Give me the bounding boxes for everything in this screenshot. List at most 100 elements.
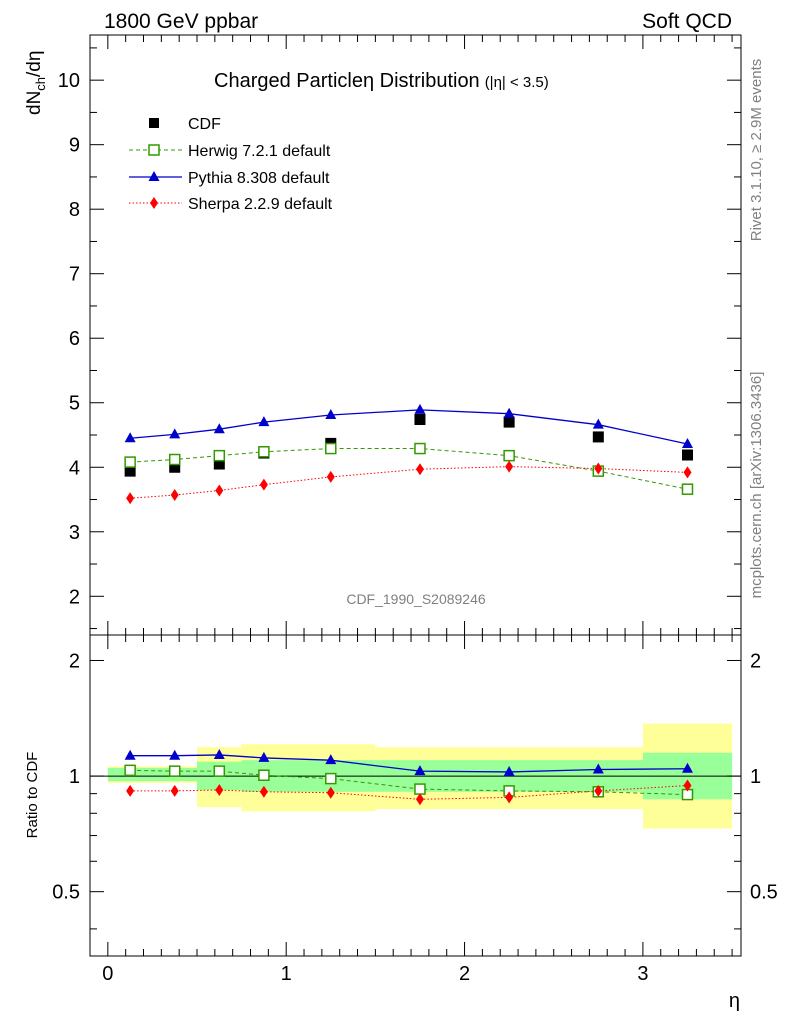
main-point-sherpa [170, 489, 179, 501]
legend-marker-herwig [148, 144, 160, 156]
main-point-herwig [414, 442, 426, 455]
ratio-point-herwig [124, 764, 136, 777]
main-point-pythia [213, 423, 225, 434]
ratio-ytick-label-left-1: 1 [69, 766, 80, 788]
main-ytick-label-2: 2 [69, 586, 80, 608]
chart-title-suffix: (|η| < 3.5) [485, 74, 549, 91]
x-tick-labels: 0 1 2 3 [102, 963, 648, 985]
ylabel-main: dN [24, 91, 45, 115]
main-ytick-label-6: 6 [69, 328, 80, 350]
ratio-point-pythia [592, 763, 604, 774]
rivet-label: Rivet 3.1.10, ≥ 2.9M events [748, 59, 765, 242]
ratio-line-herwig [130, 769, 688, 796]
x-tick-label-0: 0 [102, 963, 113, 985]
main-point-sherpa [259, 478, 268, 491]
main-point-pythia [169, 428, 181, 439]
main-point-sherpa [326, 470, 335, 483]
main-point-sherpa [415, 463, 424, 476]
main-point-sherpa [683, 466, 692, 479]
ylabel-tail: /dη [24, 51, 45, 77]
category-label: Soft QCD [642, 10, 732, 33]
ratio-ytick-label-left-2: 2 [69, 650, 80, 672]
ratio-point-herwig [414, 783, 426, 795]
main-ytick-label-8: 8 [69, 199, 80, 221]
main-point-pythia [414, 403, 426, 414]
analysis-watermark: CDF_1990_S2089246 [346, 591, 486, 607]
main-point-pythia [681, 438, 693, 449]
main-point-sherpa [215, 484, 224, 497]
ratio-point-pythia [503, 765, 515, 776]
main-line-herwig [130, 448, 688, 490]
energy-label: 1800 GeV ppbar [104, 10, 258, 33]
main-y-axis-label: dNch/dη [24, 51, 48, 115]
ratio-point-pythia [124, 749, 136, 760]
legend-label-pythia: Pythia 8.308 default [188, 170, 330, 187]
ratio-point-pythia [213, 748, 225, 759]
ratio-point-pythia [681, 762, 693, 773]
main-point-cdf [124, 465, 136, 477]
main-axis-ticks [90, 35, 741, 635]
main-ytick-label-7: 7 [69, 264, 80, 286]
main-point-pythia [592, 418, 604, 429]
ratio-ytick-label-right-2: 2 [750, 650, 761, 672]
legend-label-sherpa: Sherpa 2.2.9 default [188, 196, 333, 213]
ratio-point-sherpa [594, 784, 603, 797]
main-point-herwig [503, 449, 515, 462]
ratio-point-sherpa [505, 791, 514, 804]
ratio-series [124, 748, 694, 806]
main-point-herwig [124, 456, 136, 468]
ratio-point-pythia [325, 754, 337, 765]
legend-entry-pythia: Pythia 8.308 default [129, 170, 330, 187]
main-panel: dNch/dη Charged Particleη Distribution (|… [24, 34, 742, 636]
chart-title: Charged Particleη Distribution (|η| < 3.5… [214, 70, 549, 92]
ratio-frame [89, 634, 742, 957]
main-point-herwig [168, 453, 181, 466]
legend-entry-sherpa: Sherpa 2.2.9 default [129, 196, 333, 213]
ratio-point-pythia [414, 765, 426, 776]
main-point-herwig [213, 449, 226, 462]
ratio-axis-ticks [90, 635, 741, 956]
main-point-cdf [503, 416, 515, 428]
main-point-cdf [169, 461, 181, 473]
x-tick-label-3: 3 [637, 963, 648, 985]
legend-marker-pythia [148, 171, 160, 181]
ratio-point-herwig [213, 765, 226, 777]
ratio-point-herwig [325, 772, 337, 785]
ratio-point-sherpa [126, 784, 135, 797]
legend-label-cdf: CDF [188, 116, 221, 133]
main-point-sherpa [505, 460, 514, 473]
main-point-cdf [681, 449, 693, 461]
ratio-point-sherpa [170, 784, 179, 797]
x-axis-label: η [729, 990, 740, 1012]
ratio-point-herwig [168, 765, 181, 777]
main-ytick-label-4: 4 [69, 457, 80, 479]
main-point-sherpa [594, 462, 603, 475]
ratio-point-sherpa [326, 786, 335, 799]
ratio-y-tick-labels: 0.5 0.5 1 1 2 2 [52, 650, 778, 903]
legend-label-herwig: Herwig 7.2.1 default [188, 143, 331, 160]
main-y-tick-labels: 2 3 4 5 6 7 8 9 10 [58, 70, 80, 608]
ratio-panel: 0.5 0.5 1 1 2 2 0 1 2 3 Ratio to CDF η [24, 634, 778, 1012]
main-point-sherpa [126, 492, 135, 505]
main-line-sherpa [130, 466, 688, 499]
main-point-herwig [258, 446, 270, 458]
band-green-0 [107, 767, 198, 782]
x-tick-label-2: 2 [459, 963, 470, 985]
main-point-pythia [325, 409, 337, 419]
ratio-ytick-label-right-1: 1 [750, 766, 761, 788]
legend: CDF Herwig 7.2.1 default Pythia 8.308 de… [129, 116, 333, 213]
ratio-point-pythia [258, 751, 270, 762]
mcplots-label: mcplots.cern.ch [arXiv:1306.3436] [748, 372, 765, 599]
ratio-point-sherpa [215, 783, 224, 796]
main-ytick-label-3: 3 [69, 522, 80, 544]
chart-title-main: Charged Particleη Distribution [214, 70, 480, 92]
legend-marker-cdf [149, 118, 159, 128]
main-ytick-label-5: 5 [69, 393, 80, 415]
main-point-pythia [258, 416, 270, 427]
ratio-point-pythia [169, 749, 181, 760]
main-point-herwig [681, 483, 694, 495]
legend-marker-sherpa [150, 197, 158, 209]
ratio-point-sherpa [415, 793, 424, 806]
legend-entry-cdf: CDF [149, 116, 221, 133]
